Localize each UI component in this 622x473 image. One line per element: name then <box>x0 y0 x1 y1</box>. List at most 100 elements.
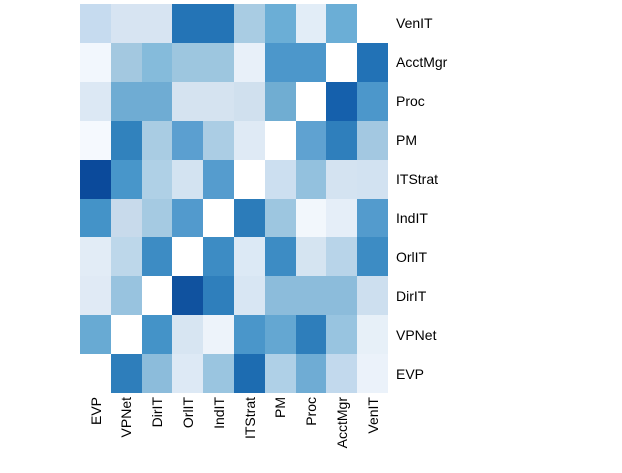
x-axis-label-VenIT: VenIT <box>357 397 388 473</box>
heatmap-cell-AcctMgr-EVP <box>80 42 111 82</box>
x-axis-label-OrlIT: OrlIT <box>172 397 203 473</box>
y-axis-label-IndIT: IndIT <box>396 209 428 226</box>
x-axis-label-text: ITStrat <box>241 397 258 440</box>
heatmap-cell-VenIT-Proc <box>295 4 327 43</box>
heatmap-cell-IndIT-EVP <box>80 198 111 238</box>
heatmap-cell-PM-Proc <box>295 120 327 160</box>
heatmap-cell-VenIT-IndIT <box>203 4 234 43</box>
heatmap-cell-AcctMgr-ITStrat <box>233 42 265 82</box>
heatmap-cell-EVP-OrlIT <box>172 354 204 393</box>
heatmap-cell-AcctMgr-PM <box>264 42 296 82</box>
heatmap-cell-Proc-AcctMgr <box>326 81 358 121</box>
heatmap-cell-AcctMgr-Proc <box>295 42 327 82</box>
heatmap-cell-OrlIT-OrlIT <box>172 237 204 277</box>
x-axis-label-Proc: Proc <box>296 397 327 473</box>
y-axis-label-Proc: Proc <box>396 93 425 110</box>
heatmap-cell-DirIT-EVP <box>80 276 111 316</box>
heatmap-cell-AcctMgr-IndIT <box>203 42 234 82</box>
x-axis-label-text: VenIT <box>364 397 381 434</box>
heatmap-cell-AcctMgr-DirIT <box>141 42 173 82</box>
heatmap-cell-PM-IndIT <box>203 120 234 160</box>
heatmap-cell-VenIT-VPNet <box>110 4 142 43</box>
heatmap-cell-PM-EVP <box>80 120 111 160</box>
heatmap-cell-DirIT-VenIT <box>357 276 388 316</box>
heatmap-cell-VPNet-VPNet <box>110 315 142 355</box>
heatmap-cell-ITStrat-Proc <box>295 159 327 199</box>
x-axis-label-text: EVP <box>87 397 104 426</box>
heatmap-cell-VPNet-EVP <box>80 315 111 355</box>
y-axis-label-OrlIT: OrlIT <box>396 248 428 265</box>
x-axis-label-EVP: EVP <box>80 397 111 473</box>
heatmap-cell-ITStrat-PM <box>264 159 296 199</box>
heatmap-cell-PM-VPNet <box>110 120 142 160</box>
heatmap-cell-VPNet-DirIT <box>141 315 173 355</box>
heatmap-cell-DirIT-DirIT <box>141 276 173 316</box>
y-axis-label-DirIT: DirIT <box>396 287 427 304</box>
heatmap-cell-VPNet-ITStrat <box>233 315 265 355</box>
x-axis-label-text: PM <box>272 397 289 418</box>
x-axis-label-text: OrlIT <box>179 397 196 429</box>
heatmap-cell-OrlIT-ITStrat <box>233 237 265 277</box>
heatmap-cell-DirIT-AcctMgr <box>326 276 358 316</box>
x-axis-label-text: Proc <box>303 397 320 426</box>
heatmap-cell-PM-ITStrat <box>233 120 265 160</box>
heatmap-cell-IndIT-Proc <box>295 198 327 238</box>
heatmap-cell-EVP-VPNet <box>110 354 142 393</box>
heatmap-cell-EVP-ITStrat <box>233 354 265 393</box>
heatmap-cell-ITStrat-IndIT <box>203 159 234 199</box>
heatmap-cell-AcctMgr-VenIT <box>357 42 388 82</box>
heatmap-cell-IndIT-VenIT <box>357 198 388 238</box>
y-axis-label-EVP: EVP <box>396 365 425 382</box>
heatmap-cell-OrlIT-DirIT <box>141 237 173 277</box>
heatmap-cell-DirIT-VPNet <box>110 276 142 316</box>
heatmap-cell-AcctMgr-OrlIT <box>172 42 204 82</box>
heatmap-cell-Proc-Proc <box>295 81 327 121</box>
x-axis-label-IndIT: IndIT <box>203 397 234 473</box>
y-axis-label-VPNet: VPNet <box>396 326 437 343</box>
heatmap-cell-EVP-IndIT <box>203 354 234 393</box>
heatmap-cell-DirIT-Proc <box>295 276 327 316</box>
heatmap-cell-IndIT-IndIT <box>203 198 234 238</box>
x-axis-label-text: DirIT <box>149 397 166 428</box>
heatmap-cell-ITStrat-VPNet <box>110 159 142 199</box>
heatmap-cell-VenIT-AcctMgr <box>326 4 358 43</box>
heatmap-cell-OrlIT-VPNet <box>110 237 142 277</box>
y-axis-label-VenIT: VenIT <box>396 15 433 32</box>
heatmap-cell-Proc-PM <box>264 81 296 121</box>
heatmap-cell-VenIT-DirIT <box>141 4 173 43</box>
heatmap-cell-OrlIT-PM <box>264 237 296 277</box>
heatmap-cell-PM-VenIT <box>357 120 388 160</box>
x-axis-label-DirIT: DirIT <box>142 397 173 473</box>
heatmap-cell-VenIT-PM <box>264 4 296 43</box>
heatmap-cell-EVP-EVP <box>80 354 111 393</box>
heatmap-cell-OrlIT-EVP <box>80 237 111 277</box>
heatmap-cell-VPNet-Proc <box>295 315 327 355</box>
y-axis-label-AcctMgr: AcctMgr <box>396 54 448 71</box>
heatmap-cell-VPNet-PM <box>264 315 296 355</box>
heatmap-cell-AcctMgr-VPNet <box>110 42 142 82</box>
heatmap-cell-ITStrat-OrlIT <box>172 159 204 199</box>
heatmap-cell-VenIT-EVP <box>80 4 111 43</box>
x-axis-label-text: VPNet <box>118 397 135 438</box>
heatmap-cell-OrlIT-VenIT <box>357 237 388 277</box>
x-axis-label-text: AcctMgr <box>333 397 350 449</box>
x-axis-label-ITStrat: ITStrat <box>234 397 265 473</box>
heatmap-cell-VPNet-OrlIT <box>172 315 204 355</box>
heatmap-cell-PM-OrlIT <box>172 120 204 160</box>
heatmap-cell-Proc-DirIT <box>141 81 173 121</box>
heatmap-cell-VPNet-VenIT <box>357 315 388 355</box>
heatmap-cell-PM-DirIT <box>141 120 173 160</box>
heatmap-cell-PM-AcctMgr <box>326 120 358 160</box>
heatmap-cell-DirIT-IndIT <box>203 276 234 316</box>
heatmap-cell-ITStrat-DirIT <box>141 159 173 199</box>
heatmap-cell-Proc-IndIT <box>203 81 234 121</box>
heatmap-cell-IndIT-AcctMgr <box>326 198 358 238</box>
y-axis-label-PM: PM <box>396 132 417 149</box>
heatmap-cell-VenIT-ITStrat <box>233 4 265 43</box>
heatmap-cell-DirIT-OrlIT <box>172 276 204 316</box>
heatmap-cell-ITStrat-EVP <box>80 159 111 199</box>
heatmap-cell-EVP-VenIT <box>357 354 388 393</box>
heatmap-cell-VPNet-AcctMgr <box>326 315 358 355</box>
heatmap-cell-DirIT-ITStrat <box>233 276 265 316</box>
